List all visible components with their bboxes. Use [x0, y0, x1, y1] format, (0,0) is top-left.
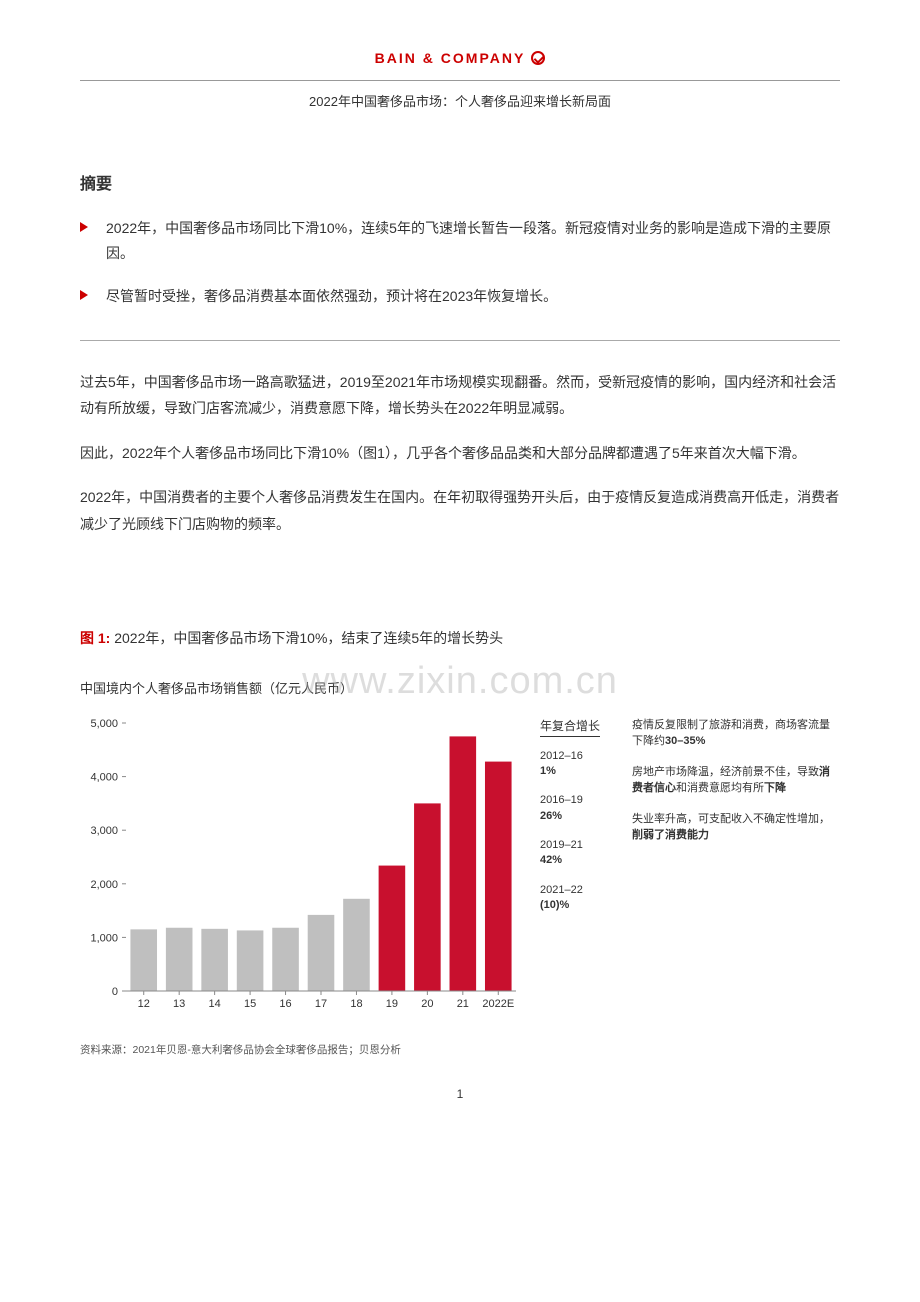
svg-text:1,000: 1,000 — [90, 932, 118, 944]
bar-chart: 0 1,000 2,000 3,000 4,000 5,000 12 13 14 15 16 17 18… — [80, 715, 520, 1020]
document-subtitle: 2022年中国奢侈品市场：个人奢侈品迎来增长新局面 — [80, 91, 840, 110]
svg-text:19: 19 — [386, 998, 398, 1010]
figure-source: 资料来源：2021年贝恩-意大利奢侈品协会全球奢侈品报告；贝恩分析 — [80, 1042, 840, 1057]
chart-title: 中国境内个人奢侈品市场销售额（亿元人民币） — [80, 678, 840, 697]
svg-text:12: 12 — [138, 998, 150, 1010]
cagr-item: 2019–2142% — [540, 838, 610, 869]
bar — [485, 761, 512, 990]
page-number: 1 — [80, 1087, 840, 1101]
figure-caption-text: 2022年，中国奢侈品市场下滑10%，结束了连续5年的增长势头 — [110, 630, 503, 646]
cagr-item: 2021–22(10)% — [540, 883, 610, 914]
body-paragraph: 过去5年，中国奢侈品市场一路高歌猛进，2019至2021年市场规模实现翻番。然而… — [80, 369, 840, 422]
svg-text:20: 20 — [421, 998, 433, 1010]
body-text: 过去5年，中国奢侈品市场一路高歌猛进，2019至2021年市场规模实现翻番。然而… — [80, 369, 840, 538]
bar — [450, 736, 477, 991]
svg-text:18: 18 — [350, 998, 362, 1010]
bar — [237, 930, 264, 991]
figure-caption: 图 1: 2022年，中国奢侈品市场下滑10%，结束了连续5年的增长势头 — [80, 628, 840, 648]
svg-text:2022E: 2022E — [482, 998, 514, 1010]
bar — [343, 898, 370, 990]
cagr-header: 年复合增长 — [540, 717, 600, 737]
svg-text:3,000: 3,000 — [90, 825, 118, 837]
svg-text:0: 0 — [112, 986, 118, 998]
bar — [379, 865, 406, 990]
company-logo: BAIN & COMPANY — [80, 50, 840, 68]
note-item: 失业率升高，可支配收入不确定性增加，削弱了消费能力 — [632, 811, 840, 844]
bar — [166, 927, 193, 990]
figure-1: 图 1: 2022年，中国奢侈品市场下滑10%，结束了连续5年的增长势头 中国境… — [80, 628, 840, 1057]
svg-text:14: 14 — [209, 998, 221, 1010]
bar — [308, 914, 335, 990]
abstract-bullets: 2022年，中国奢侈品市场同比下滑10%，连续5年的飞速增长暂告一段落。新冠疫情… — [80, 216, 840, 310]
cagr-column: 年复合增长 2012–161% 2016–1926% 2019–2142% 2021–… — [540, 717, 610, 928]
notes-column: 疫情反复限制了旅游和消费，商场客流量下降约30–35% 房地产市场降温，经济前景不… — [632, 717, 840, 928]
abstract-bullet: 尽管暂时受挫，奢侈品消费基本面依然强劲，预计将在2023年恢复增长。 — [80, 284, 840, 309]
divider-top — [80, 80, 840, 81]
bar — [201, 928, 228, 990]
svg-text:2,000: 2,000 — [90, 878, 118, 890]
body-paragraph: 2022年，中国消费者的主要个人奢侈品消费发生在国内。在年初取得强势开头后，由于… — [80, 484, 840, 537]
note-item: 疫情反复限制了旅游和消费，商场客流量下降约30–35% — [632, 717, 840, 750]
logo-check-icon — [531, 51, 545, 65]
figure-label: 图 1: — [80, 630, 110, 646]
cagr-item: 2012–161% — [540, 749, 610, 780]
svg-text:15: 15 — [244, 998, 256, 1010]
svg-text:13: 13 — [173, 998, 185, 1010]
svg-text:21: 21 — [457, 998, 469, 1010]
note-item: 房地产市场降温，经济前景不佳，导致消费者信心和消费意愿均有所下降 — [632, 764, 840, 797]
svg-text:4,000: 4,000 — [90, 771, 118, 783]
svg-text:16: 16 — [279, 998, 291, 1010]
abstract-bullet: 2022年，中国奢侈品市场同比下滑10%，连续5年的飞速增长暂告一段落。新冠疫情… — [80, 216, 840, 266]
cagr-item: 2016–1926% — [540, 793, 610, 824]
logo-text: BAIN & COMPANY — [375, 50, 526, 66]
bar-chart-svg: 0 1,000 2,000 3,000 4,000 5,000 12 13 14 15 16 17 18… — [80, 715, 520, 1015]
svg-text:5,000: 5,000 — [90, 718, 118, 730]
divider-mid — [80, 340, 840, 341]
body-paragraph: 因此，2022年个人奢侈品市场同比下滑10%（图1），几乎各个奢侈品品类和大部分… — [80, 440, 840, 467]
svg-text:17: 17 — [315, 998, 327, 1010]
abstract-heading: 摘要 — [80, 170, 840, 194]
bar — [414, 803, 441, 991]
bar — [130, 929, 157, 991]
bar — [272, 927, 299, 990]
